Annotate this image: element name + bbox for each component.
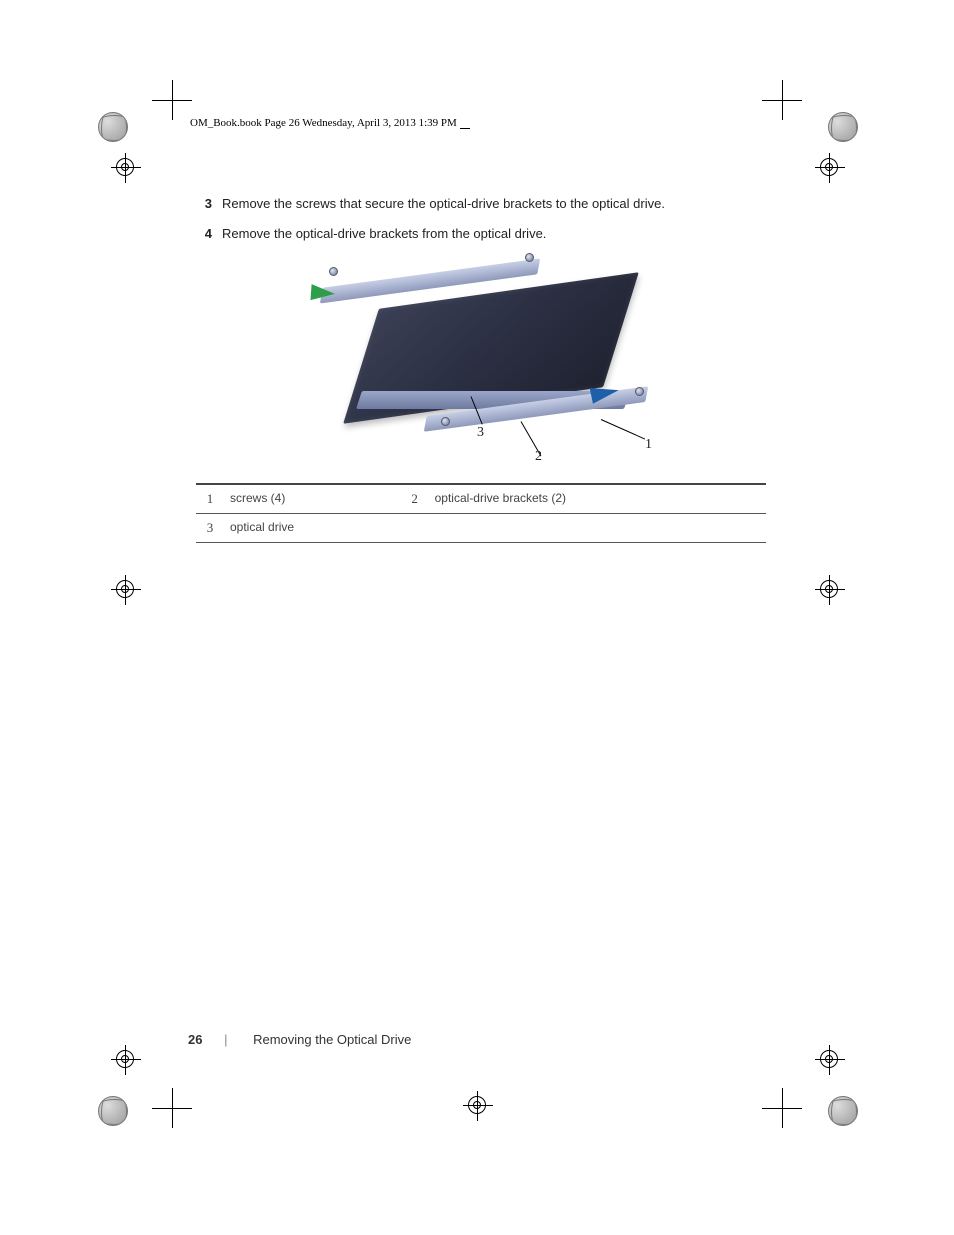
- registration-target-icon: [468, 1096, 486, 1114]
- legend-index: 3: [196, 514, 224, 543]
- legend-desc: optical drive: [224, 514, 401, 543]
- screw-icon: [635, 387, 644, 396]
- table-row: 1 screws (4) 2 optical-drive brackets (2…: [196, 484, 766, 514]
- legend-index: [401, 514, 429, 543]
- legend-desc: optical-drive brackets (2): [429, 484, 766, 514]
- step-text: Remove the optical-drive brackets from t…: [222, 224, 766, 244]
- crop-mark-icon: [762, 80, 802, 120]
- registration-globe-icon: [828, 1096, 858, 1126]
- legend-desc: [429, 514, 766, 543]
- legend-index: 2: [401, 484, 429, 514]
- procedure-step: 4 Remove the optical-drive brackets from…: [196, 224, 766, 244]
- direction-arrow-icon: [310, 284, 335, 302]
- callout-number: 3: [477, 425, 484, 441]
- crop-mark-icon: [152, 80, 192, 120]
- screw-icon: [525, 253, 534, 262]
- registration-target-icon: [116, 1050, 134, 1068]
- optical-drive-figure: 1 2 3: [291, 261, 671, 471]
- page-content: 3 Remove the screws that secure the opti…: [196, 194, 766, 543]
- footer-separator: |: [224, 1032, 227, 1047]
- callout-number: 1: [645, 437, 652, 453]
- legend-desc: screws (4): [224, 484, 401, 514]
- registration-target-icon: [820, 1050, 838, 1068]
- step-number: 4: [196, 224, 222, 244]
- figure-legend-table: 1 screws (4) 2 optical-drive brackets (2…: [196, 483, 766, 543]
- registration-target-icon: [116, 158, 134, 176]
- callout-leader: [601, 419, 645, 439]
- registration-globe-icon: [98, 112, 128, 142]
- legend-index: 1: [196, 484, 224, 514]
- running-head: OM_Book.book Page 26 Wednesday, April 3,…: [190, 117, 460, 129]
- registration-globe-icon: [828, 112, 858, 142]
- crop-mark-icon: [152, 1088, 192, 1128]
- page-number: 26: [188, 1032, 202, 1047]
- screw-icon: [329, 267, 338, 276]
- crop-mark-icon: [762, 1088, 802, 1128]
- registration-target-icon: [116, 580, 134, 598]
- registration-globe-icon: [98, 1096, 128, 1126]
- callout-number: 2: [535, 449, 542, 465]
- registration-target-icon: [820, 158, 838, 176]
- procedure-step: 3 Remove the screws that secure the opti…: [196, 194, 766, 214]
- section-title: Removing the Optical Drive: [253, 1032, 411, 1047]
- step-number: 3: [196, 194, 222, 214]
- screw-icon: [441, 417, 450, 426]
- registration-target-icon: [820, 580, 838, 598]
- step-text: Remove the screws that secure the optica…: [222, 194, 766, 214]
- page-footer: 26 | Removing the Optical Drive: [188, 1032, 411, 1047]
- table-row: 3 optical drive: [196, 514, 766, 543]
